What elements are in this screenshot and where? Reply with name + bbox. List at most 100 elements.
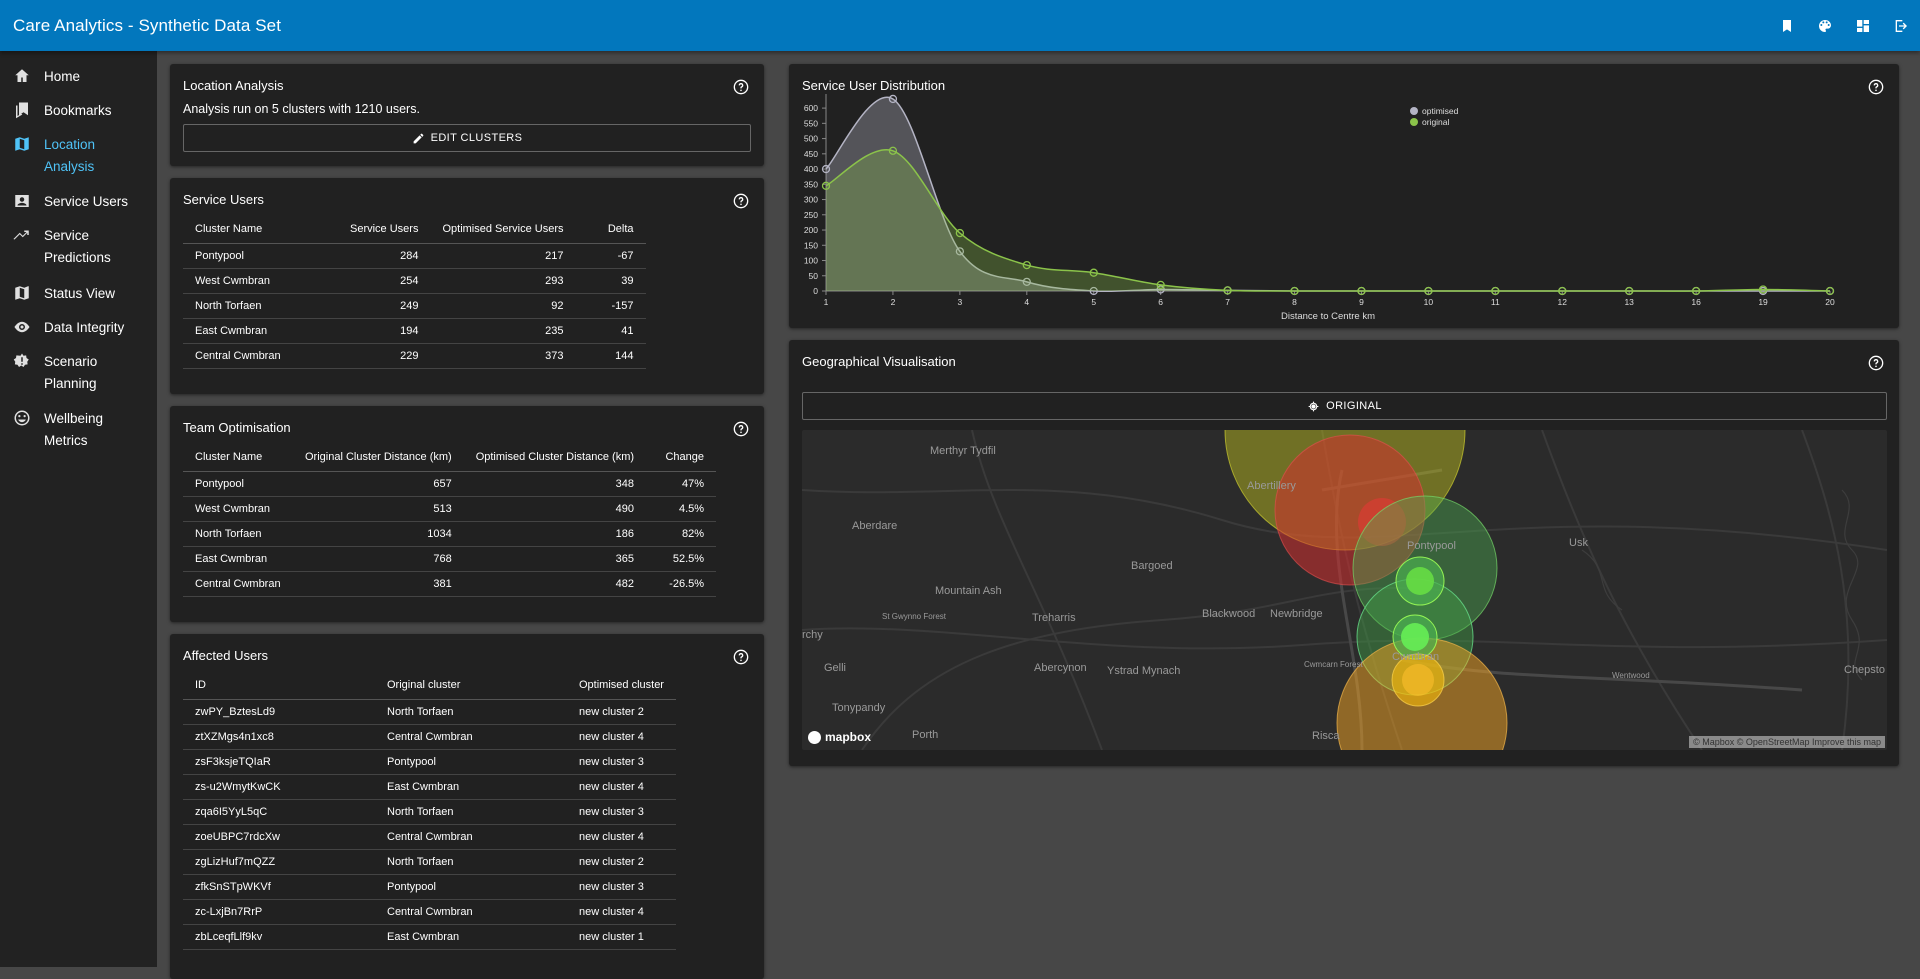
- table-row[interactable]: zgLizHuf7mQZZ North Torfaen new cluster 2: [183, 849, 676, 875]
- table-cell: 293: [430, 268, 576, 294]
- table-row[interactable]: zwPY_BztesLd9 North Torfaen new cluster 2: [183, 699, 676, 725]
- table-row[interactable]: Pontypool 657 348 47%: [183, 471, 717, 497]
- table-cell: West Cwmbran: [183, 268, 338, 294]
- help-icon[interactable]: [733, 79, 749, 95]
- data-point-original: [1491, 286, 1500, 296]
- map[interactable]: Merthyr Tydfil Abertillery Aberdare Pontypo…: [802, 430, 1887, 750]
- original-toggle-button[interactable]: ORIGINAL: [802, 392, 1887, 420]
- card-title: Affected Users: [183, 648, 269, 663]
- smile-icon: [13, 409, 31, 427]
- data-point-original: [1156, 280, 1165, 290]
- edit-clusters-button[interactable]: EDIT CLUSTERS: [183, 124, 751, 152]
- table-cell: West Cwmbran: [183, 496, 293, 522]
- data-point-original: [1357, 286, 1366, 296]
- sidebar-item-label: Home: [44, 69, 81, 84]
- map-attribution[interactable]: © Mapbox © OpenStreetMap Improve this ma…: [1689, 736, 1885, 748]
- x-tick-label: 3: [957, 297, 962, 307]
- series-line-original: [825, 148, 1831, 292]
- y-tick-label: 400: [804, 164, 818, 174]
- logout-icon[interactable]: [1882, 0, 1920, 51]
- sidebar-item-service-users[interactable]: Service Users: [0, 191, 138, 213]
- table-row[interactable]: North Torfaen 1034 186 82%: [183, 521, 717, 547]
- table-row[interactable]: ztXZMgs4n1xc8 Central Cwmbran new cluster …: [183, 724, 676, 750]
- place-label: Porth: [912, 729, 939, 741]
- column-header[interactable]: ID: [183, 671, 375, 700]
- map-outline-icon: [13, 284, 31, 302]
- sidebar-item-service-predictions[interactable]: Service Predictions: [0, 225, 121, 268]
- bookmark-icon[interactable]: [1768, 0, 1806, 51]
- place-label: Mountain Ash: [935, 585, 1002, 597]
- dashboard-icon[interactable]: [1844, 0, 1882, 51]
- palette-icon[interactable]: [1806, 0, 1844, 51]
- column-header[interactable]: Delta: [575, 215, 646, 244]
- table-cell: Pontypool: [183, 243, 338, 269]
- table-row[interactable]: zqa6I5YyL5qC North Torfaen new cluster 3: [183, 799, 676, 825]
- table-cell: 1034: [293, 521, 464, 547]
- place-label: Treharris: [1032, 612, 1076, 624]
- table-row[interactable]: zs-u2WmytKwCK East Cwmbran new cluster 4: [183, 774, 676, 800]
- y-tick-label: 0: [813, 286, 818, 296]
- column-header[interactable]: Optimised Cluster Distance (km): [463, 443, 647, 472]
- sidebar-item-label: Data Integrity: [44, 320, 125, 335]
- home-icon: [13, 67, 31, 85]
- y-tick-label: 250: [804, 210, 818, 220]
- column-header[interactable]: Service Users: [338, 215, 431, 244]
- gear-badge-icon: [13, 352, 31, 370]
- help-icon[interactable]: [733, 649, 749, 665]
- y-tick-label: 150: [804, 240, 818, 250]
- table-row[interactable]: Pontypool 284 217 -67: [183, 243, 646, 269]
- table-cell: 186: [463, 521, 647, 547]
- table-row[interactable]: Central Cwmbran 381 482 -26.5%: [183, 571, 717, 597]
- x-tick-label: 16: [1691, 297, 1701, 307]
- table-row[interactable]: zfkSnSTpWKVf Pontypool new cluster 3: [183, 874, 676, 900]
- table-cell: 249: [338, 293, 431, 319]
- table-row[interactable]: Central Cwmbran 229 373 144: [183, 343, 646, 369]
- sidebar-item-bookmarks[interactable]: Bookmarks: [0, 100, 122, 122]
- sidebar-item-data-integrity[interactable]: Data Integrity: [0, 317, 134, 339]
- sidebar-item-wellbeing-metrics[interactable]: Wellbeing Metrics: [0, 408, 113, 451]
- table-row[interactable]: North Torfaen 249 92 -157: [183, 293, 646, 319]
- x-tick-label: 19: [1758, 297, 1768, 307]
- column-header[interactable]: Original Cluster Distance (km): [293, 443, 464, 472]
- table-cell: 254: [338, 268, 431, 294]
- x-tick-label: 6: [1158, 297, 1163, 307]
- table-row[interactable]: zsF3ksjeTQIaR Pontypool new cluster 3: [183, 749, 676, 775]
- table-cell: zqa6I5YyL5qC: [183, 799, 375, 825]
- series-area-original: [826, 149, 1830, 292]
- column-header[interactable]: Optimised Service Users: [430, 215, 576, 244]
- help-icon[interactable]: [1868, 79, 1884, 95]
- data-point-original: [888, 146, 898, 155]
- affected-users-table: ID Original cluster Optimised cluster zwPY…: [183, 671, 676, 950]
- column-header[interactable]: Cluster Name: [183, 443, 293, 472]
- help-icon[interactable]: [733, 193, 749, 209]
- column-header[interactable]: Change: [646, 443, 717, 472]
- place-label: rchy: [802, 629, 823, 641]
- table-row[interactable]: zoeUBPC7rdcXw Central Cwmbran new cluster …: [183, 824, 676, 850]
- sidebar-item-location-analysis[interactable]: Location Analysis: [0, 134, 105, 177]
- help-icon[interactable]: [733, 421, 749, 437]
- table-row[interactable]: West Cwmbran 254 293 39: [183, 268, 646, 294]
- column-header[interactable]: Cluster Name: [183, 215, 338, 244]
- table-cell: new cluster 4: [567, 724, 676, 750]
- sidebar-item-home[interactable]: Home: [0, 66, 90, 88]
- table-cell: Central Cwmbran: [375, 824, 567, 850]
- data-point-optimised: [1156, 285, 1165, 294]
- table-row[interactable]: zbLceqfLlf9kv East Cwmbran new cluster 1: [183, 924, 676, 950]
- table-row[interactable]: East Cwmbran 768 365 52.5%: [183, 546, 717, 572]
- help-icon[interactable]: [1868, 355, 1884, 371]
- data-point-original: [1825, 286, 1835, 296]
- sidebar-item-scenario-planning[interactable]: Scenario Planning: [0, 351, 107, 394]
- data-point-optimised: [1022, 277, 1031, 287]
- sidebar-item-status-view[interactable]: Status View: [0, 283, 125, 305]
- table-row[interactable]: zc-LxjBn7RrP Central Cwmbran new cluster 4: [183, 899, 676, 925]
- table-cell: -67: [575, 243, 646, 269]
- column-header[interactable]: Original cluster: [375, 671, 567, 700]
- table-row[interactable]: East Cwmbran 194 235 41: [183, 318, 646, 344]
- column-header[interactable]: Optimised cluster: [567, 671, 676, 700]
- mapbox-logo[interactable]: mapbox: [808, 730, 871, 744]
- table-row[interactable]: West Cwmbran 513 490 4.5%: [183, 496, 717, 522]
- data-point-original: [1625, 286, 1634, 296]
- card-title: Service User Distribution: [802, 78, 946, 93]
- table-cell: 657: [293, 471, 464, 497]
- user-card-icon: [13, 192, 31, 210]
